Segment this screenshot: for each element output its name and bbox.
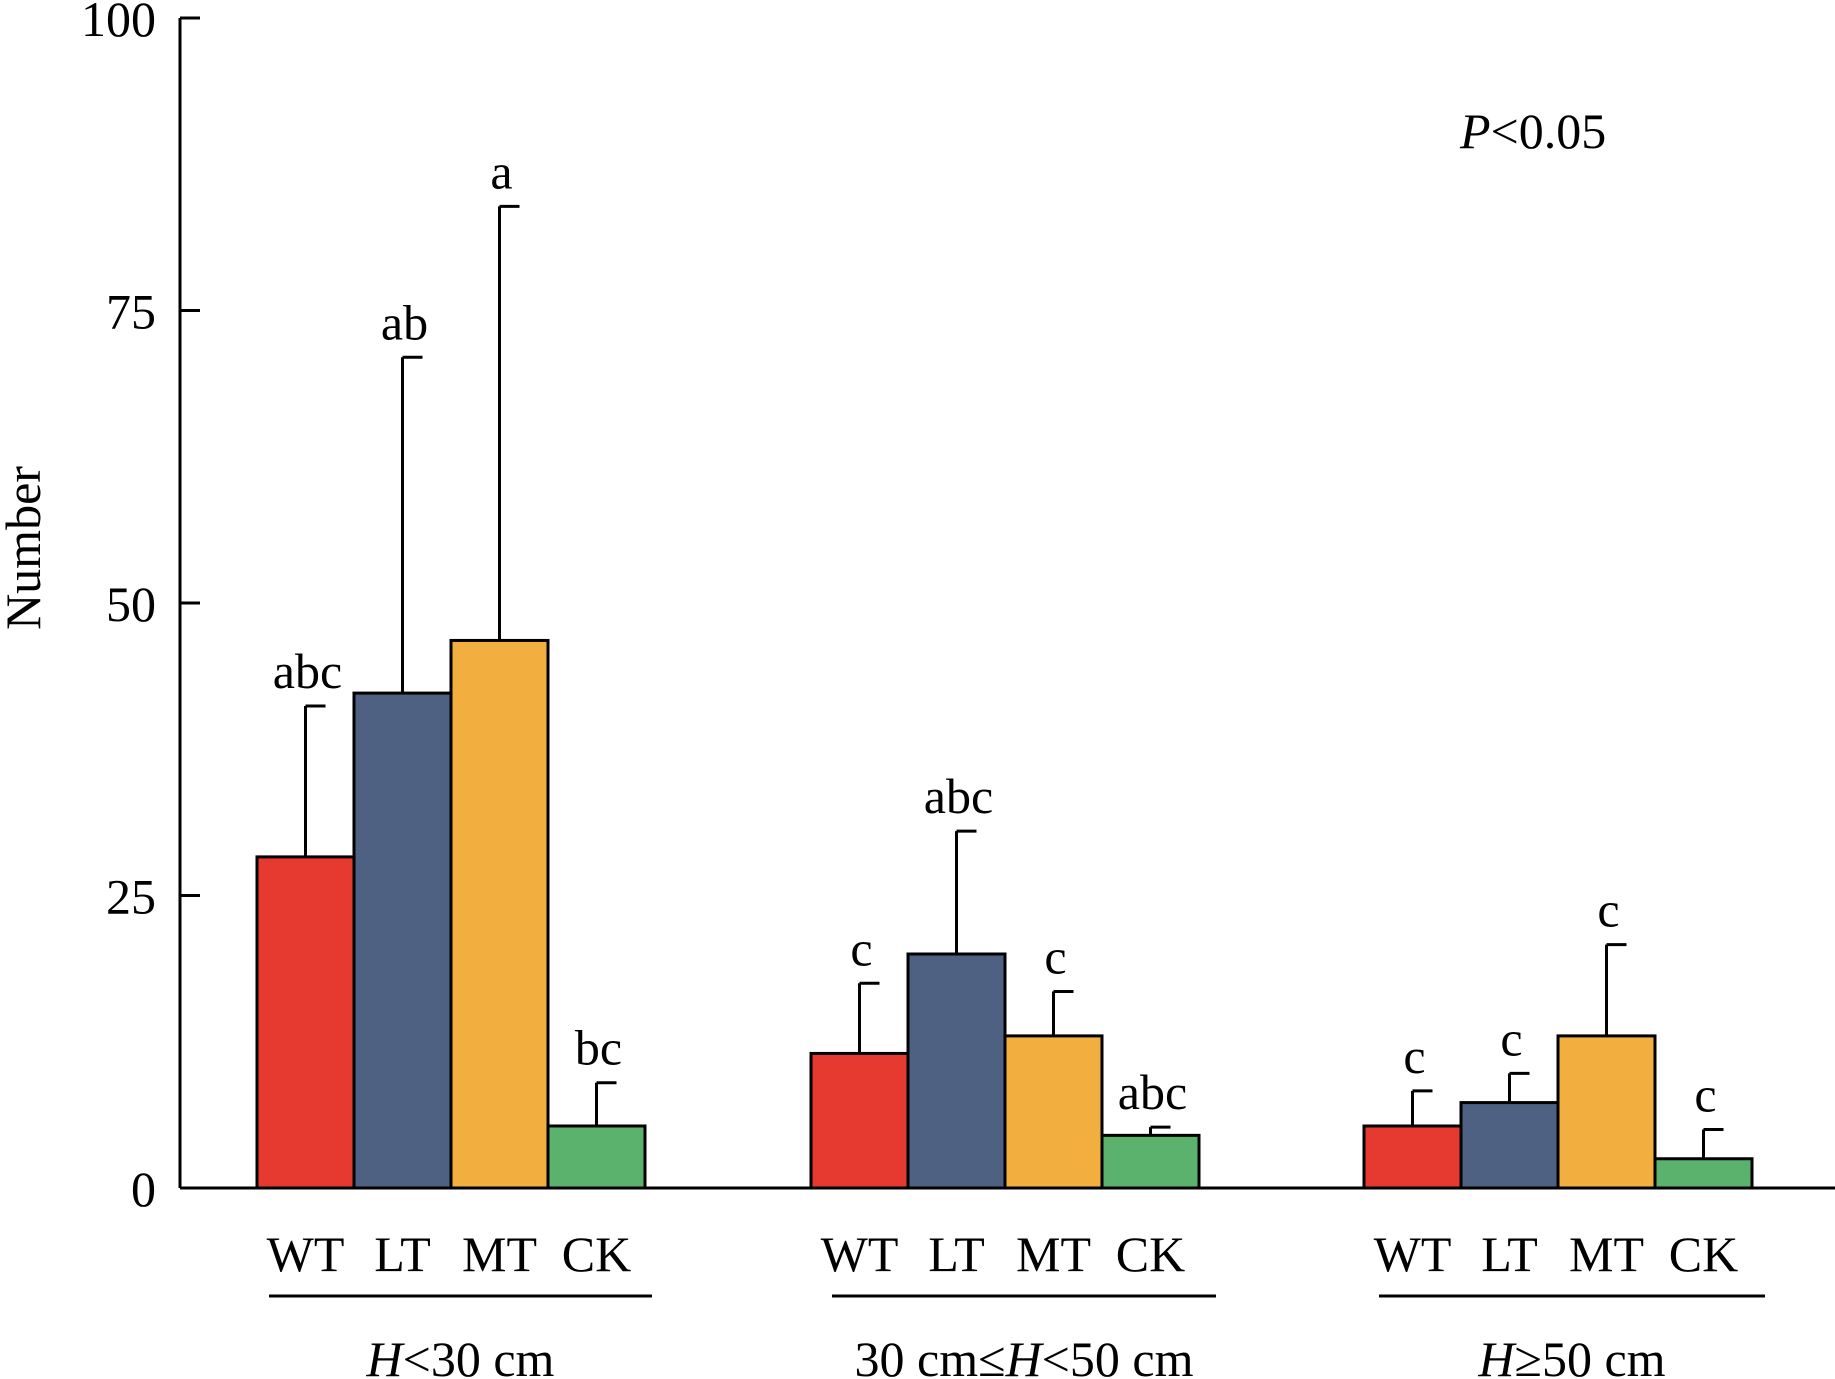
category-label-ck: CK <box>1669 1226 1738 1282</box>
group-label-part: <50 cm <box>1042 1331 1194 1379</box>
group-label: 30 cm≤H<50 cm <box>855 1331 1194 1379</box>
y-tick-label: 75 <box>106 284 156 340</box>
y-tick-label: 25 <box>106 869 156 925</box>
group-label-part: ≥50 cm <box>1515 1331 1666 1379</box>
y-axis-title: Number <box>0 466 51 630</box>
category-label-mt: MT <box>1569 1226 1644 1282</box>
bar-ck <box>546 1124 647 1190</box>
bar-ck <box>1653 1157 1754 1190</box>
category-label-wt: WT <box>1374 1226 1452 1282</box>
significance-label: c <box>850 920 872 976</box>
group-label: H<30 cm <box>366 1331 555 1379</box>
y-tick-label: 0 <box>131 1161 156 1217</box>
bar-mt <box>449 638 550 1190</box>
group-label-part: 30 cm≤ <box>855 1331 1006 1379</box>
significance-label: c <box>1500 1010 1522 1066</box>
category-label-lt: LT <box>1481 1226 1538 1282</box>
category-label-mt: MT <box>462 1226 537 1282</box>
category-label-ck: CK <box>562 1226 631 1282</box>
group-label: H≥50 cm <box>1477 1331 1665 1379</box>
significance-label: abc <box>273 643 342 699</box>
y-tick-label: 100 <box>81 0 156 47</box>
significance-label: c <box>1694 1067 1716 1123</box>
bar-lt <box>906 952 1007 1190</box>
category-label-ck: CK <box>1116 1226 1185 1282</box>
p-value-rest: <0.05 <box>1491 103 1607 159</box>
bar-mt <box>1003 1034 1104 1190</box>
category-label-wt: WT <box>821 1226 899 1282</box>
significance-label: ab <box>381 294 428 350</box>
category-label-wt: WT <box>267 1226 345 1282</box>
group-label-part: H <box>366 1331 406 1379</box>
bar-mt <box>1556 1034 1657 1190</box>
category-label-lt: LT <box>928 1226 985 1282</box>
p-value-italic: P <box>1459 103 1491 159</box>
significance-label: c <box>1403 1028 1425 1084</box>
significance-label: c <box>1044 928 1066 984</box>
group-label-part: H <box>1477 1331 1517 1379</box>
significance-label: a <box>490 143 512 199</box>
bar-wt <box>809 1051 910 1190</box>
significance-label: c <box>1597 882 1619 938</box>
bar-lt <box>352 691 453 1190</box>
group-label-part: <30 cm <box>403 1331 555 1379</box>
p-value-annotation: P<0.05 <box>1459 103 1606 159</box>
significance-label: bc <box>575 1020 622 1076</box>
y-tick-label: 50 <box>106 576 156 632</box>
category-label-mt: MT <box>1016 1226 1091 1282</box>
significance-label: abc <box>1118 1064 1187 1120</box>
group-label-part: H <box>1005 1331 1045 1379</box>
bar-lt <box>1459 1101 1560 1190</box>
significance-label: abc <box>924 768 993 824</box>
category-label-lt: LT <box>374 1226 431 1282</box>
bars <box>255 204 1754 1190</box>
axes: 0 25 50 75 100 Number <box>0 0 1835 1217</box>
bar-ck <box>1100 1133 1201 1190</box>
bar-wt <box>1362 1124 1463 1190</box>
bar-wt <box>255 855 356 1190</box>
